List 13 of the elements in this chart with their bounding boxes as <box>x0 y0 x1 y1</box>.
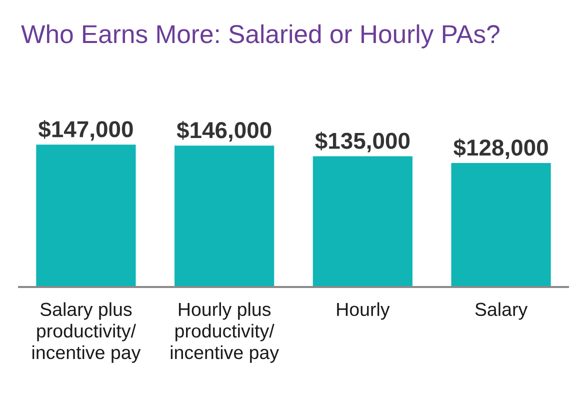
bar <box>312 156 412 287</box>
bar <box>174 146 274 287</box>
x-tick-label: Hourly plus productivity/ incentive pay <box>170 302 280 363</box>
chart-title: Who Earns More: Salaried or Hourly PAs? <box>21 24 500 48</box>
data-label: $135,000 <box>315 132 410 152</box>
bar <box>36 144 136 287</box>
data-label: $147,000 <box>38 120 133 141</box>
data-label: $146,000 <box>176 121 272 142</box>
x-tick-label: Hourly <box>337 302 390 320</box>
data-label: $128,000 <box>454 138 548 160</box>
x-tick-label: Salary plus productivity/ incentive pay <box>32 302 141 363</box>
bar <box>451 163 551 287</box>
x-tick-label: Salary <box>475 302 528 320</box>
